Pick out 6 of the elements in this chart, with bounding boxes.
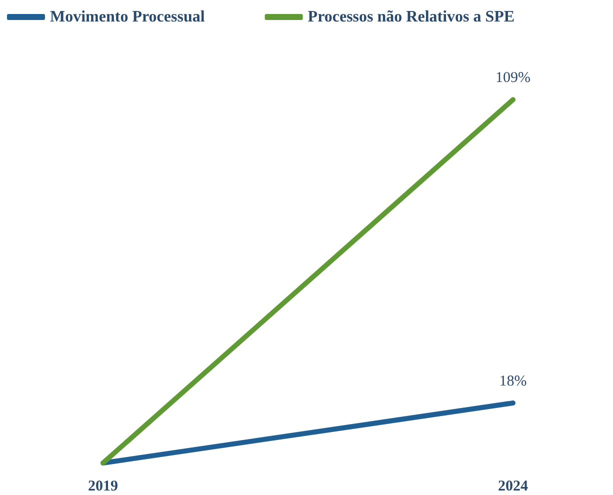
x-tick-label: 2019 [88, 478, 118, 494]
data-label: 18% [499, 374, 527, 390]
legend-label: Processos não Relativos a SPE [308, 8, 515, 26]
data-label: 109% [496, 70, 530, 86]
x-tick-label: 2024 [498, 478, 528, 494]
legend-label: Movimento Processual [50, 8, 206, 26]
